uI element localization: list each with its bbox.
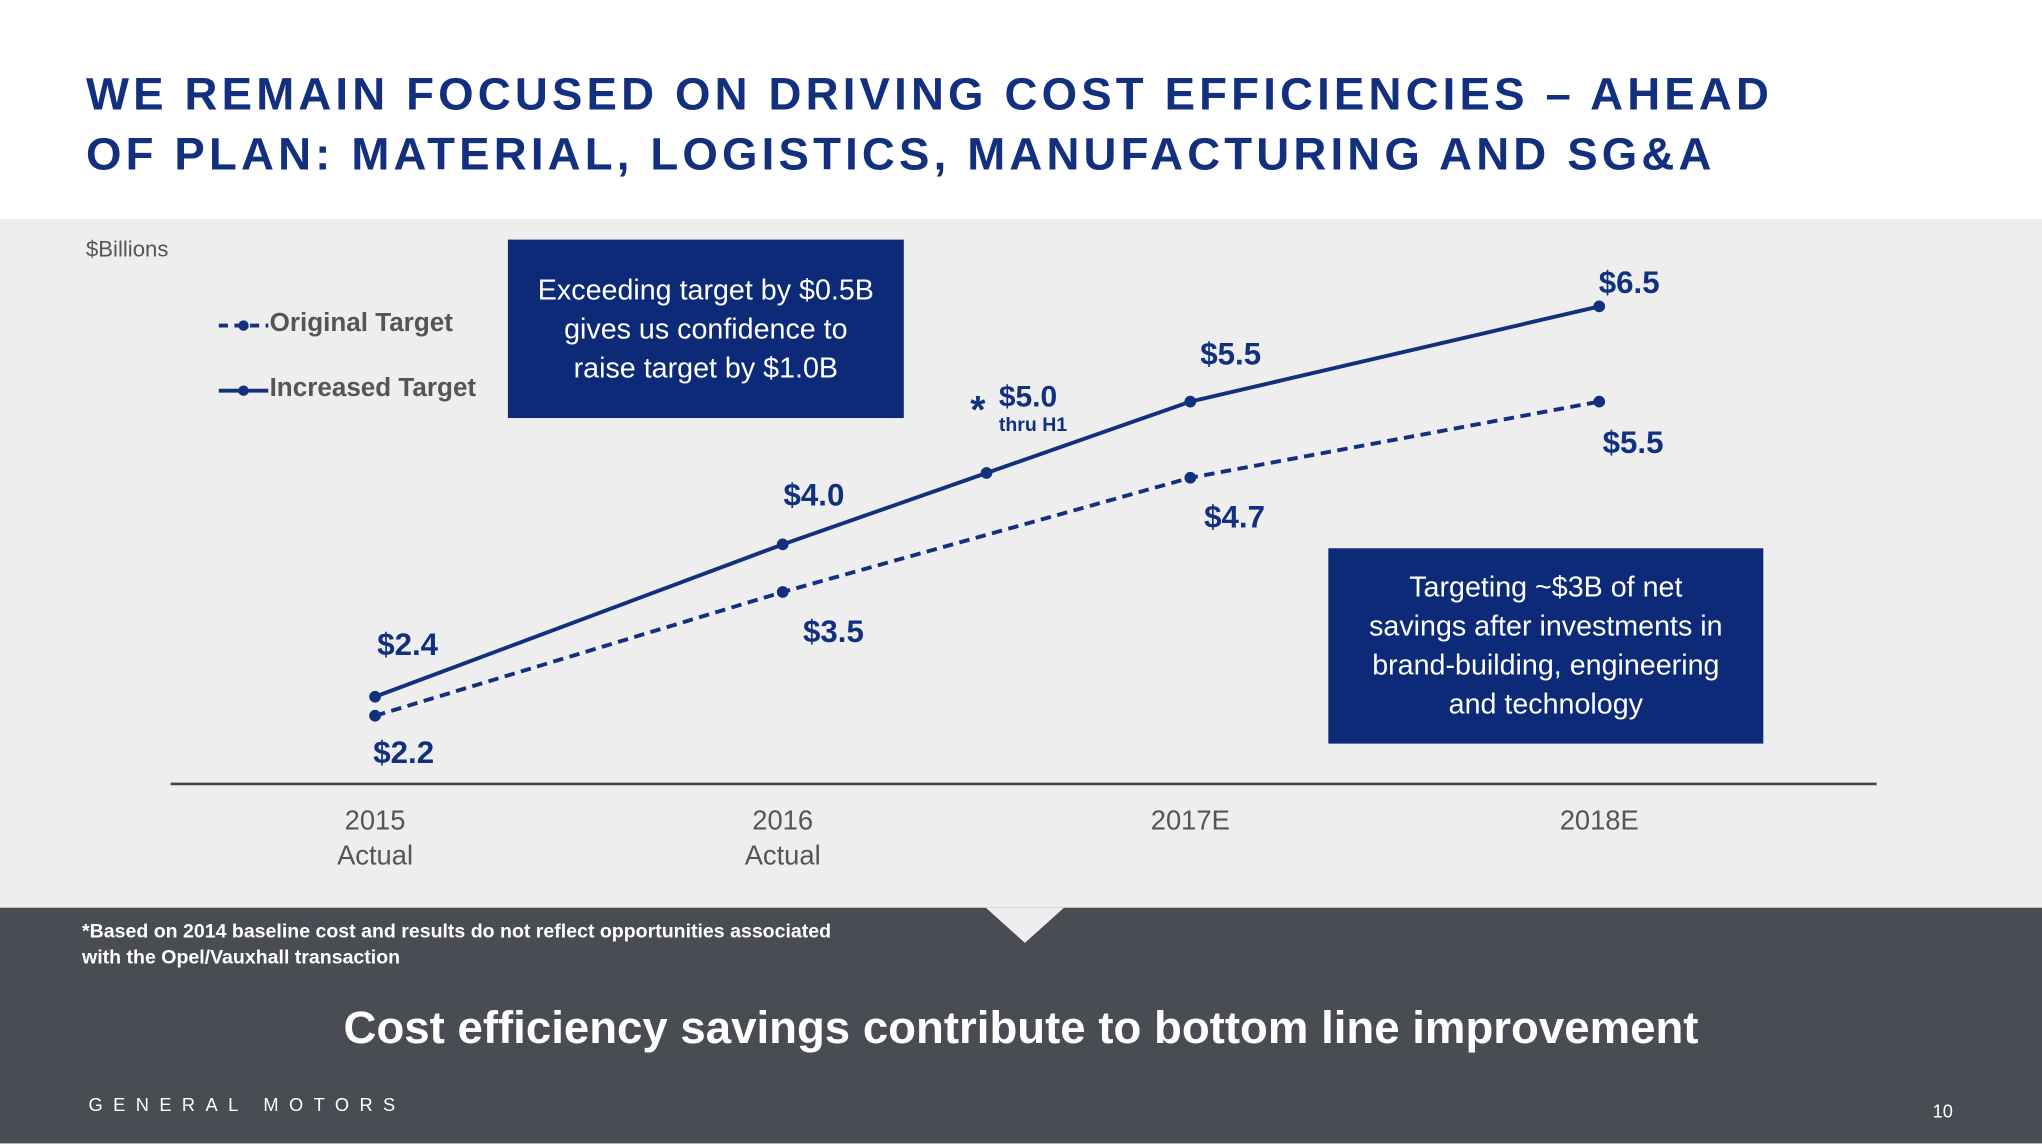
point-original-target bbox=[1184, 471, 1197, 484]
y-unit-label: $Billions bbox=[85, 237, 169, 262]
callout-line: and technology bbox=[1448, 687, 1643, 721]
asterisk-marker: * bbox=[970, 389, 986, 432]
point-h1-actual bbox=[980, 467, 993, 479]
callout-line: savings after investments in bbox=[1369, 609, 1723, 643]
point-increased-target bbox=[369, 690, 381, 703]
data-label-increased-target: $6.5 bbox=[1599, 265, 1660, 300]
data-label-increased-target: $4.0 bbox=[784, 477, 845, 512]
pointer-triangle-icon bbox=[985, 907, 1064, 943]
point-increased-target bbox=[776, 538, 789, 551]
data-label-original-target: $4.7 bbox=[1204, 499, 1265, 534]
footnote-line: with the Opel/Vauxhall transaction bbox=[82, 946, 401, 969]
title-line-2: OF PLAN: MATERIAL, LOGISTICS, MANUFACTUR… bbox=[85, 128, 1716, 180]
callout-line: brand-building, engineering bbox=[1372, 648, 1720, 682]
callout-line: raise target by $1.0B bbox=[573, 350, 839, 384]
title-line-1: WE REMAIN FOCUSED ON DRIVING COST EFFICI… bbox=[85, 69, 1774, 120]
slide-title: WE REMAIN FOCUSED ON DRIVING COST EFFICI… bbox=[86, 65, 1773, 185]
page-number: 10 bbox=[1932, 1100, 1953, 1122]
data-label-increased-target: $2.4 bbox=[377, 627, 438, 662]
point-original-target bbox=[369, 709, 381, 722]
x-tick-label: 2017E bbox=[1151, 805, 1230, 836]
key-takeaway: Cost efficiency savings contribute to bo… bbox=[343, 1002, 1699, 1054]
legend bbox=[218, 320, 269, 396]
x-tick-label: 2015 bbox=[345, 805, 406, 836]
legend-item-increased bbox=[218, 385, 269, 396]
data-label-original-target: $5.5 bbox=[1603, 425, 1664, 460]
point-increased-target bbox=[1184, 395, 1197, 408]
series-line-original-target bbox=[374, 399, 1600, 718]
x-tick-label: 2018E bbox=[1560, 805, 1639, 836]
data-label-original-target: $2.2 bbox=[373, 735, 434, 770]
footer-band bbox=[0, 907, 2042, 1144]
footnote: *Based on 2014 baseline cost and results… bbox=[82, 919, 831, 971]
data-sublabel-h1: thru H1 bbox=[999, 414, 1067, 436]
footnote-line: *Based on 2014 baseline cost and results… bbox=[82, 920, 832, 943]
legend-item-original bbox=[218, 320, 269, 331]
data-label-h1: $5.0 bbox=[999, 380, 1057, 413]
x-tick-sublabel: Actual bbox=[745, 840, 821, 871]
callout-net-savings: Targeting ~$3B of net savings after inve… bbox=[1328, 548, 1764, 744]
x-tick-sublabel: Actual bbox=[337, 840, 413, 871]
callout-line: gives us confidence to bbox=[564, 311, 848, 345]
point-original-target bbox=[776, 586, 789, 598]
data-label-original-target: $3.5 bbox=[803, 614, 864, 649]
callout-line: Exceeding target by $0.5B bbox=[537, 272, 874, 306]
legend-label-original: Original Target bbox=[269, 308, 453, 338]
data-label-increased-target: $5.5 bbox=[1200, 337, 1261, 372]
legend-label-increased: Increased Target bbox=[269, 373, 477, 403]
gm-logo-text: GENERAL MOTORS bbox=[88, 1093, 406, 1115]
legend-marker-increased bbox=[238, 385, 249, 396]
point-increased-target bbox=[1593, 300, 1606, 313]
callout-exceeding-target: Exceeding target by $0.5B gives us confi… bbox=[507, 239, 904, 419]
point-original-target bbox=[1593, 395, 1606, 408]
x-tick-label: 2016 bbox=[752, 805, 813, 836]
legend-marker-original bbox=[238, 320, 249, 331]
callout-line: Targeting ~$3B of net bbox=[1409, 570, 1683, 603]
